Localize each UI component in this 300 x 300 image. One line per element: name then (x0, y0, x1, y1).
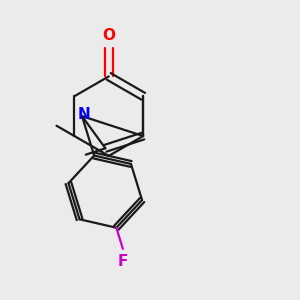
Text: O: O (102, 28, 115, 43)
Text: N: N (77, 107, 90, 122)
Text: F: F (118, 254, 128, 269)
